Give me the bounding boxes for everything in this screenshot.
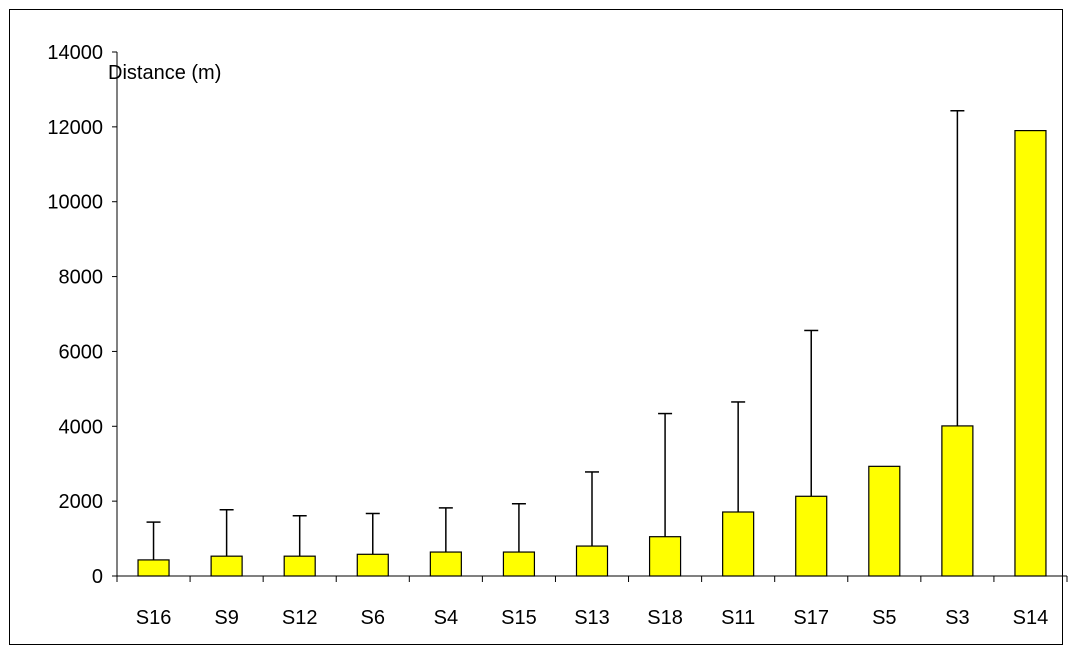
y-tick-label: 8000 <box>59 267 104 289</box>
x-axis-ticks: S16 S9 S12 S6 S4 S15 S13 S18 S11 S17 S5 S3 S14 <box>116 576 1068 629</box>
x-tick-label: S4 <box>434 607 458 629</box>
x-tick-label: S12 <box>282 607 318 629</box>
bar-s4 <box>429 551 462 577</box>
y-tick-label: 4000 <box>59 416 104 438</box>
x-tick-label: S16 <box>136 607 172 629</box>
x-tick-label: S15 <box>501 607 537 629</box>
bar-s17 <box>795 495 828 577</box>
bar-s6 <box>356 553 389 577</box>
x-tick-label: S6 <box>361 607 385 629</box>
y-tick-label: 2000 <box>59 491 104 513</box>
x-tick-label: S18 <box>647 607 683 629</box>
y-axis-label: Distance (m) <box>108 62 221 84</box>
bar-s9 <box>210 555 243 577</box>
error-bars <box>146 110 965 560</box>
x-tick-label: S3 <box>945 607 969 629</box>
x-tick-label: S13 <box>574 607 610 629</box>
bar-s11 <box>722 511 755 577</box>
y-tick-label: 6000 <box>59 341 104 363</box>
y-tick-label: 10000 <box>47 192 103 214</box>
x-tick-label: S11 <box>721 607 755 629</box>
x-tick-label: S9 <box>214 607 238 629</box>
y-axis-ticks: 0 2000 4000 6000 8000 10000 12000 14000 <box>47 42 117 588</box>
bar-s13 <box>575 545 609 577</box>
bar-s15 <box>502 551 536 577</box>
x-tick-label: S17 <box>793 607 829 629</box>
bar-s3 <box>941 425 974 577</box>
y-tick-label: 0 <box>92 566 103 588</box>
bar-s16 <box>137 559 170 577</box>
bar-s14 <box>1014 130 1047 577</box>
bar-s18 <box>648 536 682 577</box>
bar-s5 <box>868 465 901 577</box>
x-tick-label: S14 <box>1013 607 1049 629</box>
y-tick-label: 14000 <box>47 42 103 64</box>
y-tick-label: 12000 <box>47 117 103 139</box>
bar-s12 <box>283 555 316 577</box>
x-tick-label: S5 <box>872 607 896 629</box>
